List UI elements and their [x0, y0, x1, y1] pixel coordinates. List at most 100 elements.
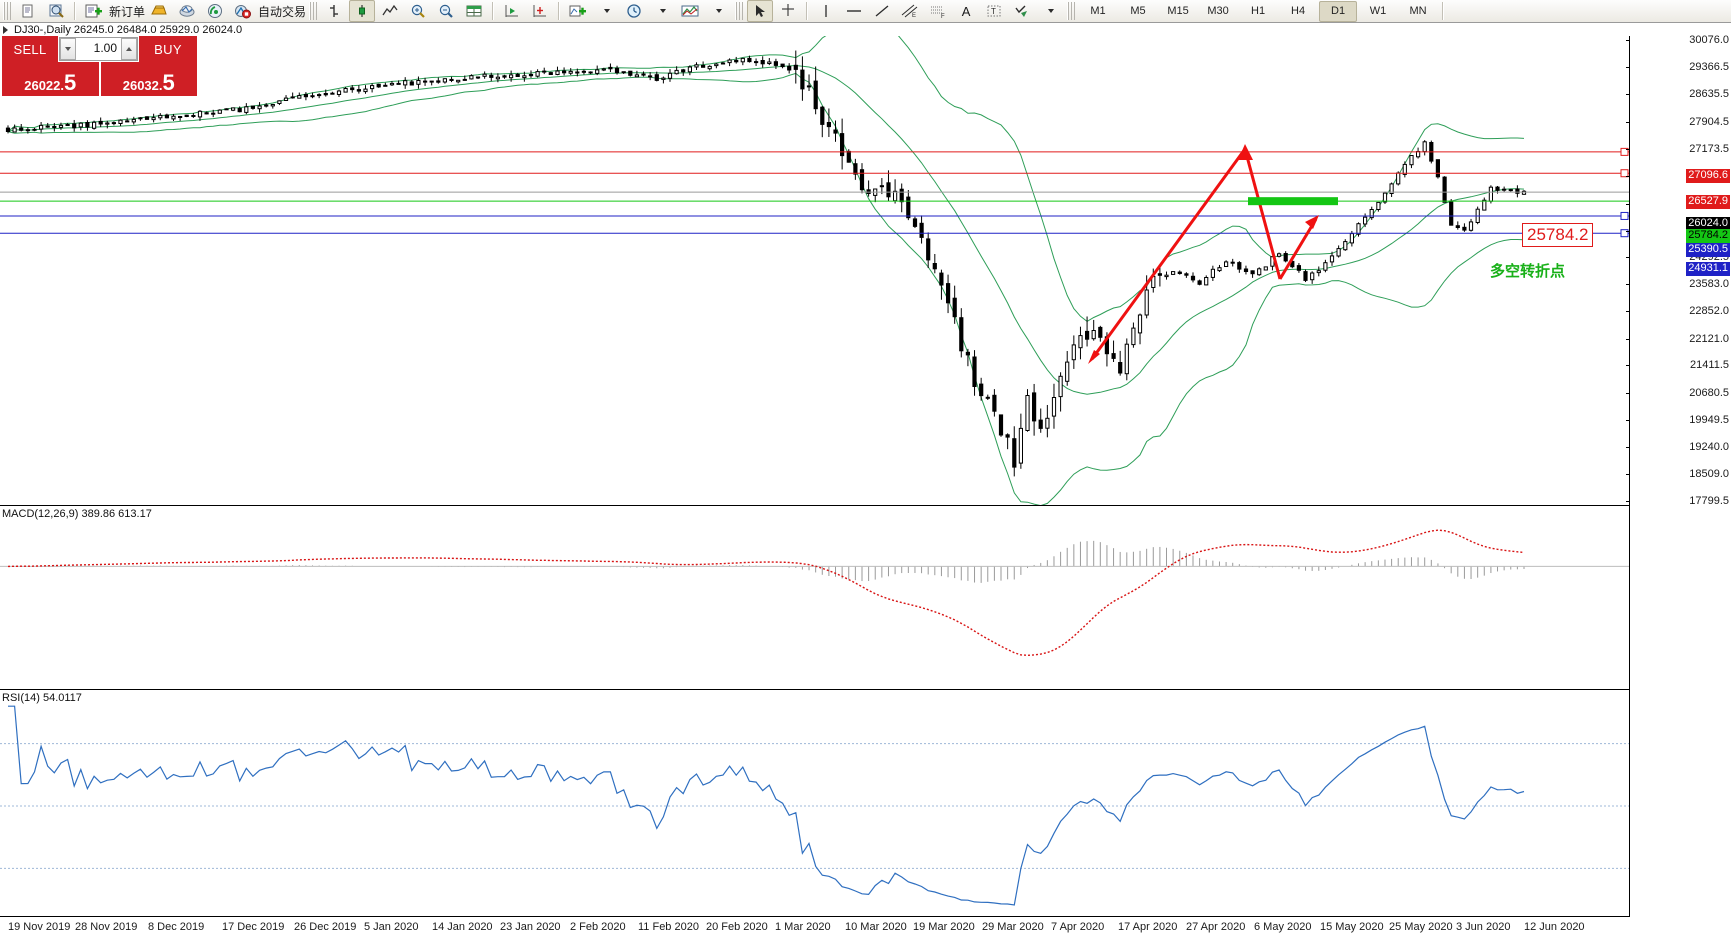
chart-area[interactable]: MACD(12,26,9) 389.86 613.17 1024.52 0.00… [0, 34, 1731, 939]
bid-price-dot: . [60, 78, 65, 93]
price-level-tag[interactable]: 26024.0 [1686, 217, 1730, 231]
date-tick-label: 29 Mar 2020 [982, 921, 1044, 933]
auto-scroll-icon[interactable] [527, 0, 553, 22]
price-level-tag[interactable]: 25390.5 [1686, 243, 1730, 257]
macd-pane[interactable]: MACD(12,26,9) 389.86 613.17 1024.52 0.00… [0, 505, 1731, 690]
date-tick-label: 17 Apr 2020 [1118, 921, 1178, 933]
timeframe-m15[interactable]: M15 [1167, 5, 1189, 17]
equidistant-channel-icon[interactable]: E [897, 0, 923, 22]
timeframe-d1[interactable]: D1 [1319, 0, 1358, 22]
price-level-tag[interactable]: 24931.1 [1686, 262, 1730, 276]
toolbar-separator-4 [558, 2, 561, 20]
vertical-line-icon[interactable] [813, 0, 839, 22]
fibonacci-retracement-icon[interactable]: F [925, 0, 951, 22]
price-tick-label: 30076.0 [1689, 34, 1729, 46]
chevron-down-icon-3[interactable] [705, 0, 731, 22]
price-tick-label: 22852.0 [1689, 305, 1729, 318]
auto-trading-icon[interactable] [230, 0, 256, 22]
bid-price[interactable]: 26022. 5 [2, 62, 99, 96]
chart-shift-icon[interactable] [499, 0, 525, 22]
date-tick-label: 15 May 2020 [1320, 921, 1384, 933]
price-tick-label: 19949.5 [1689, 414, 1729, 427]
timeframe-h1[interactable]: H1 [1251, 5, 1266, 17]
volume-value[interactable]: 1.00 [93, 41, 117, 55]
price-tick-mark [1626, 420, 1630, 422]
toolbar-grip[interactable] [3, 2, 11, 20]
price-tick-label: 28635.5 [1689, 88, 1729, 101]
timeframe-h4[interactable]: H4 [1291, 5, 1306, 17]
one-click-trading-panel[interactable]: SELL 1.00 BUY 26022. 5 26032. 5 [2, 36, 197, 96]
buy-button[interactable]: BUY [139, 36, 197, 62]
macd-plot[interactable] [0, 506, 1630, 690]
chevron-down-icon-2[interactable] [649, 0, 675, 22]
rsi-plot[interactable] [0, 690, 1630, 918]
text-icon[interactable]: A [953, 0, 979, 22]
grid-icon[interactable] [461, 0, 487, 22]
timeframe-m30[interactable]: M30 [1207, 5, 1229, 17]
timeframe-w1[interactable]: W1 [1369, 5, 1387, 17]
sell-button[interactable]: SELL [2, 36, 58, 62]
price-tick-label: 19240.0 [1689, 440, 1729, 453]
templates-icon[interactable] [677, 0, 703, 22]
signal-icon[interactable] [202, 0, 228, 22]
cursor-arrow-icon[interactable] [747, 0, 774, 22]
document-icon[interactable] [15, 0, 41, 22]
price-pane[interactable] [0, 36, 1731, 505]
timeframe-mn[interactable]: MN [1409, 5, 1427, 17]
candlestick-chart-icon[interactable] [349, 0, 376, 22]
price-tick-label: 27904.5 [1689, 115, 1729, 128]
toolbar-grip-3[interactable] [735, 2, 744, 20]
expert-advisor-icon[interactable] [174, 0, 200, 22]
magnifier-data-icon[interactable] [43, 0, 69, 22]
svg-text:F: F [941, 14, 945, 19]
date-tick-label: 28 Nov 2019 [75, 921, 138, 933]
date-tick-label: 27 Apr 2020 [1186, 921, 1246, 933]
date-tick-label: 10 Mar 2020 [845, 921, 907, 933]
date-tick-label: 17 Dec 2019 [222, 921, 285, 933]
chevron-down-icon-4[interactable] [1037, 0, 1063, 22]
price-tick-mark [1626, 311, 1630, 313]
date-tick-label: 26 Dec 2019 [294, 921, 357, 933]
text-label-icon[interactable]: T [981, 0, 1007, 22]
horizontal-line-icon[interactable] [841, 0, 867, 22]
bar-chart-icon[interactable] [321, 0, 347, 22]
ask-price[interactable]: 26032. 5 [100, 62, 197, 96]
price-tick-mark [1626, 257, 1630, 259]
price-level-tag[interactable]: 27096.6 [1686, 169, 1730, 183]
zoom-out-icon[interactable] [433, 0, 459, 22]
toolbar-grip-2[interactable] [309, 2, 318, 20]
price-tick-mark [1626, 66, 1630, 68]
gold-bar-icon[interactable] [146, 0, 172, 22]
zoom-in-icon[interactable] [405, 0, 431, 22]
price-level-tag[interactable]: 25784.2 [1686, 229, 1730, 243]
line-chart-icon[interactable] [377, 0, 403, 22]
chevron-down-icon[interactable] [593, 0, 619, 22]
trendline-icon[interactable] [869, 0, 895, 22]
bid-price-int: 26022 [24, 78, 61, 93]
oct-top-row: SELL 1.00 BUY [2, 36, 197, 62]
volume-decrement-button[interactable] [60, 38, 76, 60]
date-tick-label: 1 Mar 2020 [775, 921, 831, 933]
price-plot[interactable] [0, 36, 1630, 505]
new-order-label[interactable]: 新订单 [109, 4, 146, 19]
crosshair-icon[interactable] [775, 0, 801, 22]
arrows-icon[interactable] [1009, 0, 1035, 22]
price-level-tag[interactable]: 26527.9 [1686, 195, 1730, 209]
volume-field[interactable]: 1.00 [59, 37, 138, 61]
date-tick-label: 2 Feb 2020 [570, 921, 626, 933]
add-indicator-icon[interactable] [565, 0, 591, 22]
price-tick-label: 27173.5 [1689, 142, 1729, 155]
timeframe-m5[interactable]: M5 [1130, 5, 1146, 17]
timeframe-m1[interactable]: M1 [1090, 5, 1106, 17]
price-annotation-box: 25784.2 [1522, 223, 1594, 247]
volume-increment-button[interactable] [121, 38, 137, 60]
rsi-pane[interactable]: RSI(14) 54.0117 100 80 50 15 [0, 689, 1731, 918]
auto-trading-label[interactable]: 自动交易 [258, 4, 307, 19]
collapse-triangle-icon[interactable] [3, 25, 8, 34]
period-clock-icon[interactable] [621, 0, 647, 22]
ask-price-frac: 5 [162, 70, 175, 95]
price-tick-label: 22121.0 [1689, 332, 1729, 345]
new-order-icon[interactable] [81, 0, 107, 22]
price-axis[interactable]: 30076.029366.528635.527904.527173.526443… [1626, 34, 1731, 917]
toolbar-grip-4[interactable] [1067, 2, 1076, 20]
